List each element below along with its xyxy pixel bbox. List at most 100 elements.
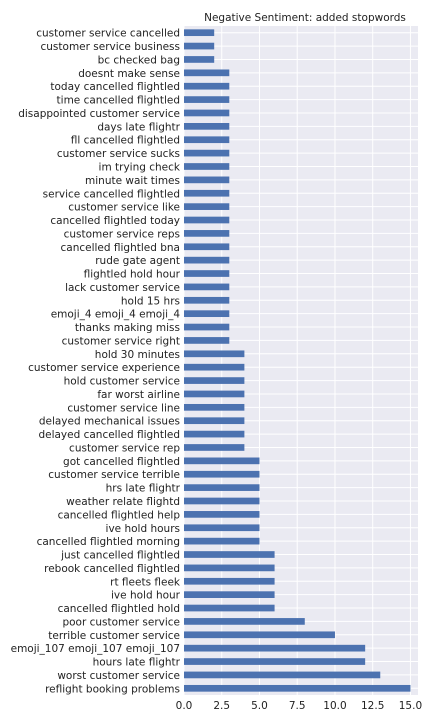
category-label: cancelled flightled morning: [37, 536, 180, 548]
category-label: minute wait times: [85, 175, 180, 187]
category-label: rude gate agent: [95, 255, 180, 267]
category-label: service cancelled flightled: [43, 188, 180, 200]
bar: [184, 658, 366, 665]
category-label: hold 15 hrs: [121, 295, 180, 307]
bar: [184, 230, 230, 237]
bar: [184, 337, 230, 344]
x-tick-label: 7.5: [289, 700, 306, 712]
bar: [184, 149, 230, 157]
category-label: poor customer service: [62, 616, 180, 628]
category-label: disappointed customer service: [18, 108, 180, 120]
category-label: doesnt make sense: [78, 68, 180, 80]
category-label: weather relate flightd: [66, 496, 180, 508]
bar: [184, 551, 275, 558]
bar: [184, 430, 245, 438]
bars: [184, 29, 411, 692]
bar: [184, 270, 230, 277]
bar: [184, 631, 335, 639]
category-label: days late flightr: [97, 121, 180, 133]
bar: [184, 323, 230, 331]
category-label: cancelled flightled hold: [58, 603, 180, 615]
bar: [184, 511, 260, 518]
bar: [184, 109, 230, 117]
category-label: today cancelled flightled: [50, 81, 180, 93]
category-label: emoji_107 emoji_107 emoji_107: [11, 643, 180, 655]
x-tick-label: 0.0: [176, 700, 193, 712]
bar: [184, 390, 245, 398]
bar: [184, 671, 381, 679]
category-label: far worst airline: [97, 389, 180, 401]
bar: [184, 283, 230, 291]
bar: [184, 684, 411, 692]
category-label: ive hold hours: [106, 523, 180, 535]
x-tick-label: 5.0: [251, 700, 268, 712]
category-label: customer service reps: [64, 228, 180, 240]
bar: [184, 216, 230, 224]
category-label: hold customer service: [64, 376, 180, 388]
bar: [184, 417, 245, 425]
category-label: lack customer service: [65, 282, 180, 294]
category-label: im trying check: [99, 161, 181, 173]
category-label: customer service right: [62, 335, 180, 347]
category-label: hrs late flightr: [106, 483, 181, 495]
category-label: fll cancelled flightled: [71, 135, 180, 147]
category-label: cancelled flightled today: [50, 215, 180, 227]
bar: [184, 189, 230, 197]
bar: [184, 577, 275, 585]
x-tick-label: 12.5: [361, 700, 384, 712]
category-label: delayed cancelled flightled: [38, 429, 180, 441]
category-label: flightled hold hour: [84, 269, 181, 281]
bar: [184, 484, 260, 491]
bar: [184, 363, 245, 371]
category-label: hours late flightr: [93, 657, 181, 669]
bar: [184, 29, 215, 37]
category-label: ive hold hour: [111, 590, 181, 602]
category-label: worst customer service: [57, 670, 180, 682]
bar: [184, 618, 305, 625]
bar: [184, 203, 230, 210]
bar: [184, 243, 230, 251]
bar: [184, 377, 245, 384]
bar: [184, 470, 260, 478]
x-axis: 0.0 2.5 5.0 7.5 10.0 12.5 15.0: [176, 700, 422, 712]
x-tick-label: 10.0: [323, 700, 346, 712]
category-label: customer service business: [41, 41, 181, 53]
bar: [184, 524, 260, 532]
category-label: bc checked bag: [98, 54, 180, 66]
category-label: customer service experience: [28, 362, 180, 374]
category-label: customer service like: [68, 202, 180, 214]
category-label: customer service rep: [69, 442, 180, 454]
bar: [184, 604, 275, 612]
category-label: terrible customer service: [48, 630, 180, 642]
chart-title: Negative Sentiment: added stopwords: [204, 12, 406, 24]
x-tick-label: 2.5: [213, 700, 230, 712]
bar: [184, 350, 245, 358]
bar: [184, 591, 275, 598]
category-label: thanks making miss: [75, 322, 180, 334]
bar: [184, 564, 275, 572]
bar: [184, 136, 230, 144]
bar: [184, 537, 260, 545]
bar: [184, 310, 230, 318]
category-label: cancelled flightled bna: [61, 242, 181, 254]
category-label: time cancelled flightled: [57, 95, 180, 107]
bar: [184, 96, 230, 103]
category-label: hold 30 minutes: [95, 349, 180, 361]
category-label: just cancelled flightled: [60, 550, 180, 562]
category-label: delayed mechanical issues: [39, 416, 180, 428]
category-label: rebook cancelled flightled: [44, 563, 180, 575]
bar: [184, 444, 245, 451]
bar: [184, 403, 245, 411]
category-label: customer service cancelled: [36, 28, 180, 40]
bar: [184, 82, 230, 90]
bar: [184, 644, 366, 652]
bar: [184, 56, 215, 63]
category-label: got cancelled flightled: [63, 456, 180, 468]
bar: [184, 497, 260, 505]
category-label: customer service line: [67, 402, 180, 414]
category-label: cancelled flightled help: [58, 509, 181, 521]
bar: [184, 69, 230, 77]
category-label: rt fleets fleek: [110, 576, 181, 588]
